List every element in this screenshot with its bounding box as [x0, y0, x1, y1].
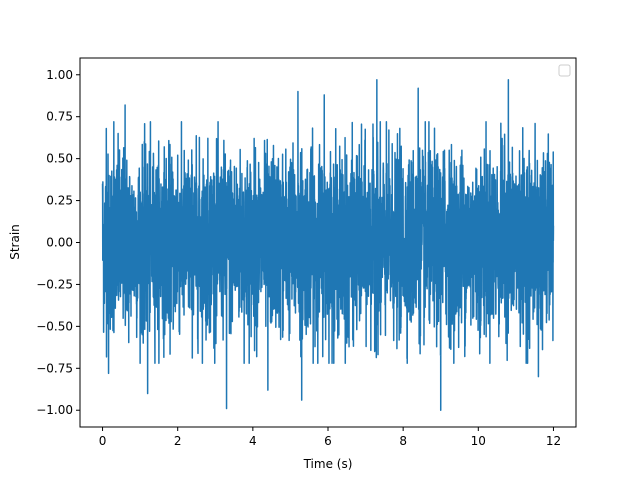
- x-tick-label: 10: [471, 434, 486, 448]
- y-axis-label: Strain: [8, 224, 22, 260]
- y-tick-label: 0.25: [46, 194, 73, 208]
- plot-area: [101, 79, 555, 411]
- x-tick-label: 6: [324, 434, 332, 448]
- legend-box: [558, 64, 571, 77]
- x-tick-label: 8: [399, 434, 407, 448]
- y-tick-label: −0.75: [36, 361, 73, 375]
- y-tick-label: −1.00: [36, 403, 73, 417]
- y-tick-label: 0.00: [46, 236, 73, 250]
- y-axis-ticks: −1.00 −0.75 −0.50 −0.25 0.00 0.25 0.50 0.75 1.00: [36, 68, 80, 417]
- x-tick-label: 4: [249, 434, 257, 448]
- y-tick-label: 0.75: [46, 110, 73, 124]
- y-tick-label: 1.00: [46, 68, 73, 82]
- y-tick-label: −0.25: [36, 277, 73, 291]
- x-tick-label: 0: [99, 434, 107, 448]
- y-tick-label: −0.50: [36, 319, 73, 333]
- x-tick-label: 12: [546, 434, 561, 448]
- strain-signal-line: [101, 79, 555, 411]
- x-axis-ticks: 0 2 4 6 8 10 12: [99, 427, 561, 448]
- y-tick-label: 0.50: [46, 152, 73, 166]
- x-tick-label: 2: [174, 434, 182, 448]
- x-axis-label: Time (s): [303, 457, 353, 471]
